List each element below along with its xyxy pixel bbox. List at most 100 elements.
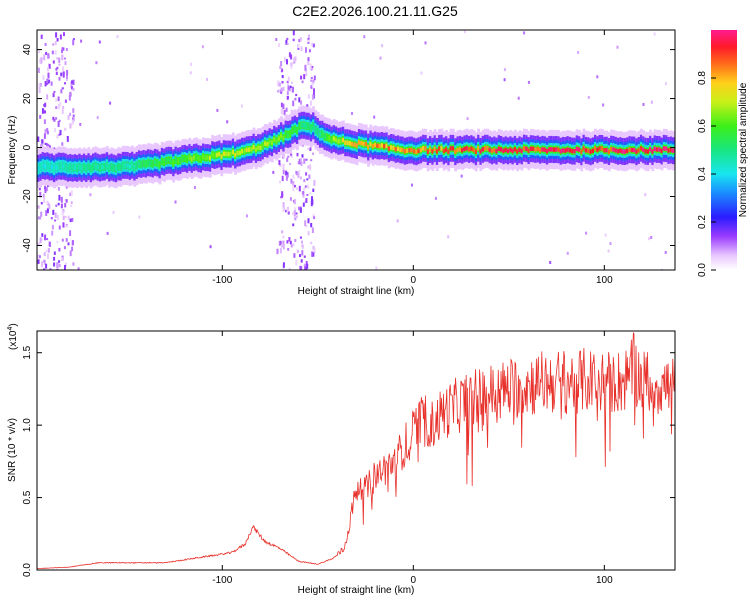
noise-cell xyxy=(566,251,569,255)
ridge-cell xyxy=(160,159,164,164)
ridge-cell xyxy=(144,161,148,167)
noise-cell-0 xyxy=(58,260,61,263)
noise-cell-0 xyxy=(42,193,45,198)
noise-cell-0 xyxy=(55,117,58,120)
ridge-cell xyxy=(202,154,205,160)
noise-cell-0 xyxy=(46,208,49,214)
noise-cell-0 xyxy=(43,119,46,124)
noise-cell-1 xyxy=(313,88,315,94)
noise-cell xyxy=(466,117,469,121)
ridge-cell xyxy=(57,163,61,169)
noise-cell-1 xyxy=(290,54,293,60)
noise-cell-0 xyxy=(60,89,63,94)
ridge-cell xyxy=(330,137,334,142)
ridge-cell xyxy=(190,157,194,162)
noise-cell xyxy=(96,116,99,120)
snr-x-label: Height of straight line (km) xyxy=(298,585,415,596)
noise-cell xyxy=(189,71,192,75)
noise-cell-0 xyxy=(56,57,59,60)
ridge-cell xyxy=(43,164,47,169)
ridge-cell xyxy=(380,143,384,148)
noise-cell-1 xyxy=(302,191,305,198)
ridge-cell xyxy=(527,148,531,153)
noise-cell-1 xyxy=(307,147,310,150)
noise-cell-0 xyxy=(43,252,46,256)
noise-cell-0 xyxy=(71,119,74,125)
noise-cell xyxy=(587,95,590,99)
noise-cell xyxy=(79,123,82,126)
noise-cell-0 xyxy=(39,115,42,119)
ridge-cell xyxy=(458,147,462,152)
noise-cell-1 xyxy=(298,185,301,192)
ridge-cell xyxy=(655,147,659,152)
noise-cell-1 xyxy=(312,188,315,192)
noise-cell-0 xyxy=(71,246,74,252)
colorbar-tick-label: 0.0 xyxy=(697,263,708,277)
noise-cell xyxy=(363,35,366,39)
ridge-cell xyxy=(360,140,364,146)
noise-cell xyxy=(650,100,653,104)
ridge-cell xyxy=(66,166,70,171)
noise-cell-1 xyxy=(281,75,284,79)
noise-cell-0 xyxy=(44,81,47,87)
ridge-cell xyxy=(169,158,173,163)
noise-cell-1 xyxy=(292,38,295,42)
ridge-cell xyxy=(241,149,244,154)
noise-cell-1 xyxy=(278,43,280,48)
noise-cell-1 xyxy=(286,240,289,244)
ridge-cell xyxy=(275,138,279,143)
noise-cell-0 xyxy=(62,71,65,78)
noise-cell-0 xyxy=(40,34,43,39)
noise-cell-0 xyxy=(38,50,41,54)
ridge-cell xyxy=(477,146,480,151)
noise-cell-1 xyxy=(297,161,300,165)
noise-cell-1 xyxy=(281,191,284,196)
noise-cell-1 xyxy=(304,64,307,71)
ridge-cell xyxy=(616,149,620,154)
noise-cell-0 xyxy=(41,261,43,268)
noise-cell xyxy=(642,103,645,106)
noise-cell-0 xyxy=(43,268,46,270)
snr-y-label: SNR (10 * v/v) xyxy=(7,418,18,482)
ridge-cell xyxy=(502,148,506,153)
ridge-cell xyxy=(628,147,632,152)
noise-cell xyxy=(138,215,141,219)
y-tick-label: -20 xyxy=(22,189,33,204)
noise-cell-1 xyxy=(306,178,309,181)
ridge-cell xyxy=(541,147,545,152)
noise-cell-1 xyxy=(290,244,293,248)
noise-cell-0 xyxy=(54,212,57,218)
noise-cell-1 xyxy=(313,216,316,219)
noise-cell-0 xyxy=(56,38,59,42)
ridge-cell xyxy=(504,147,508,153)
noise-cell-1 xyxy=(309,63,312,70)
ridge-cell xyxy=(119,165,123,170)
noise-cell-1 xyxy=(278,82,281,87)
noise-cell-1 xyxy=(307,61,310,66)
ridge-cell xyxy=(337,139,341,144)
ridge-cell xyxy=(461,148,464,153)
noise-cell xyxy=(80,39,83,43)
ridge-cell xyxy=(472,147,476,153)
ridge-cell xyxy=(578,147,581,152)
ridge-cell xyxy=(211,152,215,157)
noise-cell xyxy=(523,31,526,35)
noise-cell-0 xyxy=(46,200,49,205)
noise-cell xyxy=(396,219,399,223)
ridge-cell xyxy=(573,149,577,154)
noise-cell-0 xyxy=(43,104,46,107)
ridge-cell xyxy=(633,147,636,153)
ridge-cell xyxy=(651,149,655,154)
noise-cell-1 xyxy=(310,159,313,162)
ridge-cell xyxy=(188,155,192,160)
ridge-cell xyxy=(555,147,558,152)
noise-cell xyxy=(585,231,588,235)
noise-cell-0 xyxy=(37,136,40,142)
noise-cell xyxy=(647,237,650,241)
noise-cell-1 xyxy=(290,88,293,93)
noise-cell-0 xyxy=(38,83,41,89)
ridge-cell xyxy=(383,144,386,149)
ridge-cell xyxy=(646,149,650,154)
noise-cell-0 xyxy=(69,112,72,116)
